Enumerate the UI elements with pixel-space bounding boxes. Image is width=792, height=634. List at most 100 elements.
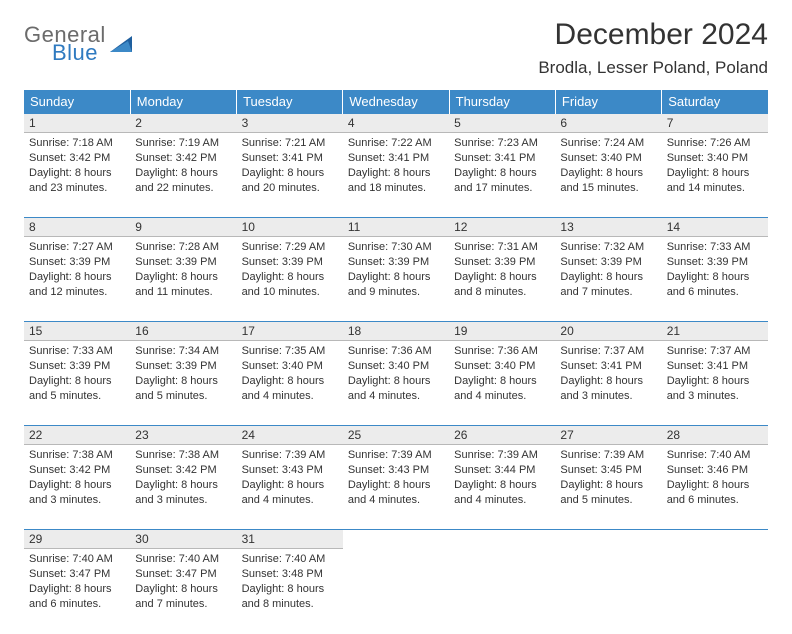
daylight-text: Daylight: 8 hours and 20 minutes. — [242, 166, 338, 196]
daylight-text: Daylight: 8 hours and 3 minutes. — [135, 478, 231, 508]
day-content-cell: Sunrise: 7:36 AMSunset: 3:40 PMDaylight:… — [343, 341, 449, 426]
day-content-cell: Sunrise: 7:35 AMSunset: 3:40 PMDaylight:… — [237, 341, 343, 426]
sunrise-text: Sunrise: 7:38 AM — [29, 448, 125, 463]
day-content-cell: Sunrise: 7:37 AMSunset: 3:41 PMDaylight:… — [555, 341, 661, 426]
sunrise-text: Sunrise: 7:31 AM — [454, 240, 550, 255]
day-number-cell: 9 — [130, 218, 236, 237]
daylight-text: Daylight: 8 hours and 18 minutes. — [348, 166, 444, 196]
sunrise-text: Sunrise: 7:40 AM — [135, 552, 231, 567]
day-number-cell: 27 — [555, 426, 661, 445]
logo-word-blue: Blue — [52, 42, 106, 64]
day-content-cell: Sunrise: 7:28 AMSunset: 3:39 PMDaylight:… — [130, 237, 236, 322]
sunrise-text: Sunrise: 7:39 AM — [454, 448, 550, 463]
day-content-cell: Sunrise: 7:27 AMSunset: 3:39 PMDaylight:… — [24, 237, 130, 322]
day-number-cell: 23 — [130, 426, 236, 445]
day-content-cell: Sunrise: 7:40 AMSunset: 3:48 PMDaylight:… — [237, 549, 343, 634]
sunrise-text: Sunrise: 7:39 AM — [560, 448, 656, 463]
day-number-cell: 24 — [237, 426, 343, 445]
sunset-text: Sunset: 3:39 PM — [135, 255, 231, 270]
day-content-cell: Sunrise: 7:39 AMSunset: 3:43 PMDaylight:… — [343, 445, 449, 530]
day-number-cell: 4 — [343, 114, 449, 133]
sunrise-text: Sunrise: 7:19 AM — [135, 136, 231, 151]
sunset-text: Sunset: 3:42 PM — [29, 151, 125, 166]
sunrise-text: Sunrise: 7:40 AM — [667, 448, 763, 463]
daylight-text: Daylight: 8 hours and 11 minutes. — [135, 270, 231, 300]
day-number-cell: 8 — [24, 218, 130, 237]
day-number-row: 293031 — [24, 530, 768, 549]
location-text: Brodla, Lesser Poland, Poland — [538, 58, 768, 78]
sunset-text: Sunset: 3:39 PM — [135, 359, 231, 374]
daylight-text: Daylight: 8 hours and 5 minutes. — [560, 478, 656, 508]
daylight-text: Daylight: 8 hours and 4 minutes. — [348, 374, 444, 404]
day-content-cell: Sunrise: 7:24 AMSunset: 3:40 PMDaylight:… — [555, 133, 661, 218]
daylight-text: Daylight: 8 hours and 4 minutes. — [454, 374, 550, 404]
daylight-text: Daylight: 8 hours and 14 minutes. — [667, 166, 763, 196]
day-number-cell: 10 — [237, 218, 343, 237]
day-content-cell: Sunrise: 7:39 AMSunset: 3:44 PMDaylight:… — [449, 445, 555, 530]
day-number-cell: 18 — [343, 322, 449, 341]
sunset-text: Sunset: 3:39 PM — [667, 255, 763, 270]
day-number-cell: 2 — [130, 114, 236, 133]
day-number-cell: 12 — [449, 218, 555, 237]
day-number-row: 22232425262728 — [24, 426, 768, 445]
day-content-row: Sunrise: 7:38 AMSunset: 3:42 PMDaylight:… — [24, 445, 768, 530]
day-number-cell: 28 — [662, 426, 768, 445]
day-number-cell: 30 — [130, 530, 236, 549]
day-number-cell: 20 — [555, 322, 661, 341]
day-number-cell: 22 — [24, 426, 130, 445]
daylight-text: Daylight: 8 hours and 3 minutes. — [667, 374, 763, 404]
daylight-text: Daylight: 8 hours and 4 minutes. — [242, 374, 338, 404]
day-number-row: 1234567 — [24, 114, 768, 133]
sunrise-text: Sunrise: 7:18 AM — [29, 136, 125, 151]
daylight-text: Daylight: 8 hours and 17 minutes. — [454, 166, 550, 196]
day-content-row: Sunrise: 7:40 AMSunset: 3:47 PMDaylight:… — [24, 549, 768, 634]
day-content-cell: Sunrise: 7:22 AMSunset: 3:41 PMDaylight:… — [343, 133, 449, 218]
sunrise-text: Sunrise: 7:36 AM — [454, 344, 550, 359]
day-content-row: Sunrise: 7:18 AMSunset: 3:42 PMDaylight:… — [24, 133, 768, 218]
sunset-text: Sunset: 3:41 PM — [348, 151, 444, 166]
day-content-cell: Sunrise: 7:29 AMSunset: 3:39 PMDaylight:… — [237, 237, 343, 322]
day-content-row: Sunrise: 7:27 AMSunset: 3:39 PMDaylight:… — [24, 237, 768, 322]
sunset-text: Sunset: 3:40 PM — [667, 151, 763, 166]
day-content-cell: Sunrise: 7:39 AMSunset: 3:45 PMDaylight:… — [555, 445, 661, 530]
sunrise-text: Sunrise: 7:23 AM — [454, 136, 550, 151]
day-number-cell: 6 — [555, 114, 661, 133]
day-content-cell: Sunrise: 7:26 AMSunset: 3:40 PMDaylight:… — [662, 133, 768, 218]
daylight-text: Daylight: 8 hours and 8 minutes. — [454, 270, 550, 300]
sunset-text: Sunset: 3:41 PM — [242, 151, 338, 166]
sunset-text: Sunset: 3:39 PM — [242, 255, 338, 270]
day-content-cell: Sunrise: 7:23 AMSunset: 3:41 PMDaylight:… — [449, 133, 555, 218]
sunrise-text: Sunrise: 7:35 AM — [242, 344, 338, 359]
day-number-cell: 17 — [237, 322, 343, 341]
daylight-text: Daylight: 8 hours and 4 minutes. — [348, 478, 444, 508]
day-number-cell: 7 — [662, 114, 768, 133]
daylight-text: Daylight: 8 hours and 7 minutes. — [560, 270, 656, 300]
sunrise-text: Sunrise: 7:40 AM — [242, 552, 338, 567]
sunrise-text: Sunrise: 7:28 AM — [135, 240, 231, 255]
day-number-cell: 26 — [449, 426, 555, 445]
daylight-text: Daylight: 8 hours and 8 minutes. — [242, 582, 338, 612]
day-content-row: Sunrise: 7:33 AMSunset: 3:39 PMDaylight:… — [24, 341, 768, 426]
sunrise-text: Sunrise: 7:27 AM — [29, 240, 125, 255]
day-number-cell: 13 — [555, 218, 661, 237]
calendar-header: SundayMondayTuesdayWednesdayThursdayFrid… — [24, 90, 768, 114]
day-number-cell: 25 — [343, 426, 449, 445]
sunset-text: Sunset: 3:39 PM — [29, 255, 125, 270]
daylight-text: Daylight: 8 hours and 6 minutes. — [29, 582, 125, 612]
sunrise-text: Sunrise: 7:39 AM — [348, 448, 444, 463]
day-content-cell: Sunrise: 7:30 AMSunset: 3:39 PMDaylight:… — [343, 237, 449, 322]
daylight-text: Daylight: 8 hours and 23 minutes. — [29, 166, 125, 196]
day-content-cell: Sunrise: 7:32 AMSunset: 3:39 PMDaylight:… — [555, 237, 661, 322]
sunrise-text: Sunrise: 7:37 AM — [667, 344, 763, 359]
sunset-text: Sunset: 3:40 PM — [560, 151, 656, 166]
sunset-text: Sunset: 3:44 PM — [454, 463, 550, 478]
sunrise-text: Sunrise: 7:33 AM — [667, 240, 763, 255]
weekday-header: Saturday — [662, 90, 768, 114]
day-content-cell: Sunrise: 7:36 AMSunset: 3:40 PMDaylight:… — [449, 341, 555, 426]
sunset-text: Sunset: 3:43 PM — [242, 463, 338, 478]
day-content-cell: Sunrise: 7:38 AMSunset: 3:42 PMDaylight:… — [130, 445, 236, 530]
sunset-text: Sunset: 3:42 PM — [135, 463, 231, 478]
day-number-cell — [662, 530, 768, 549]
sunset-text: Sunset: 3:48 PM — [242, 567, 338, 582]
sunset-text: Sunset: 3:39 PM — [560, 255, 656, 270]
